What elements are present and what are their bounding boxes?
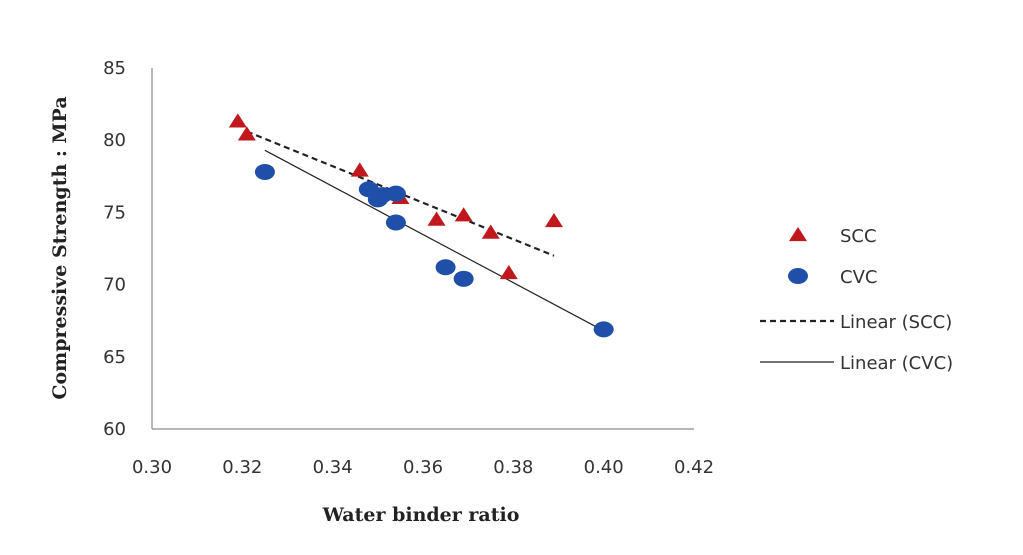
x-tick-label: 0.32 xyxy=(222,457,262,478)
x-tick-label: 0.34 xyxy=(313,457,353,478)
x-tick-label: 0.40 xyxy=(584,457,624,478)
point-cvc xyxy=(254,163,275,180)
point-cvc xyxy=(453,270,474,287)
point-scc xyxy=(350,162,369,177)
y-tick-label: 80 xyxy=(103,130,126,151)
trendline-cvc xyxy=(264,149,604,332)
legend-label-cvc: CVC xyxy=(840,267,877,288)
point-scc xyxy=(454,207,473,222)
legend-label-linear-scc: Linear (SCC) xyxy=(840,312,952,333)
y-tick-label: 75 xyxy=(103,202,126,223)
point-scc xyxy=(499,264,518,280)
point-cvc xyxy=(385,185,406,202)
y-tick-label: 60 xyxy=(103,419,126,440)
legend: SCC CVC Linear (SCC) Linear (CVC) xyxy=(760,226,953,374)
point-scc xyxy=(544,212,563,228)
point-scc xyxy=(228,113,247,128)
x-tick-label: 0.42 xyxy=(674,457,714,478)
y-axis-title: Compressive Strength : MPa xyxy=(49,96,71,399)
y-tick-label: 70 xyxy=(103,275,126,296)
x-axis-title: Water binder ratio xyxy=(322,504,520,526)
y-tick-label: 85 xyxy=(103,58,126,79)
x-tick-label: 0.36 xyxy=(403,457,443,478)
point-cvc xyxy=(435,259,456,276)
axes: 0.30 0.32 0.34 0.36 0.38 0.40 0.42 60 65 70 75 80 85 xyxy=(103,58,714,478)
x-tick-label: 0.30 xyxy=(132,457,172,478)
point-cvc xyxy=(593,321,614,338)
legend-marker-scc xyxy=(789,226,807,242)
y-tick-label: 65 xyxy=(103,347,126,368)
legend-label-linear-cvc: Linear (CVC) xyxy=(840,353,953,374)
legend-label-scc: SCC xyxy=(840,226,877,247)
point-scc xyxy=(481,224,500,239)
point-scc xyxy=(427,211,446,226)
legend-marker-cvc xyxy=(788,268,808,284)
x-tick-label: 0.38 xyxy=(493,457,533,478)
point-scc xyxy=(237,126,256,141)
data-points xyxy=(228,113,614,338)
trendlines xyxy=(246,130,604,332)
point-cvc xyxy=(385,214,406,231)
